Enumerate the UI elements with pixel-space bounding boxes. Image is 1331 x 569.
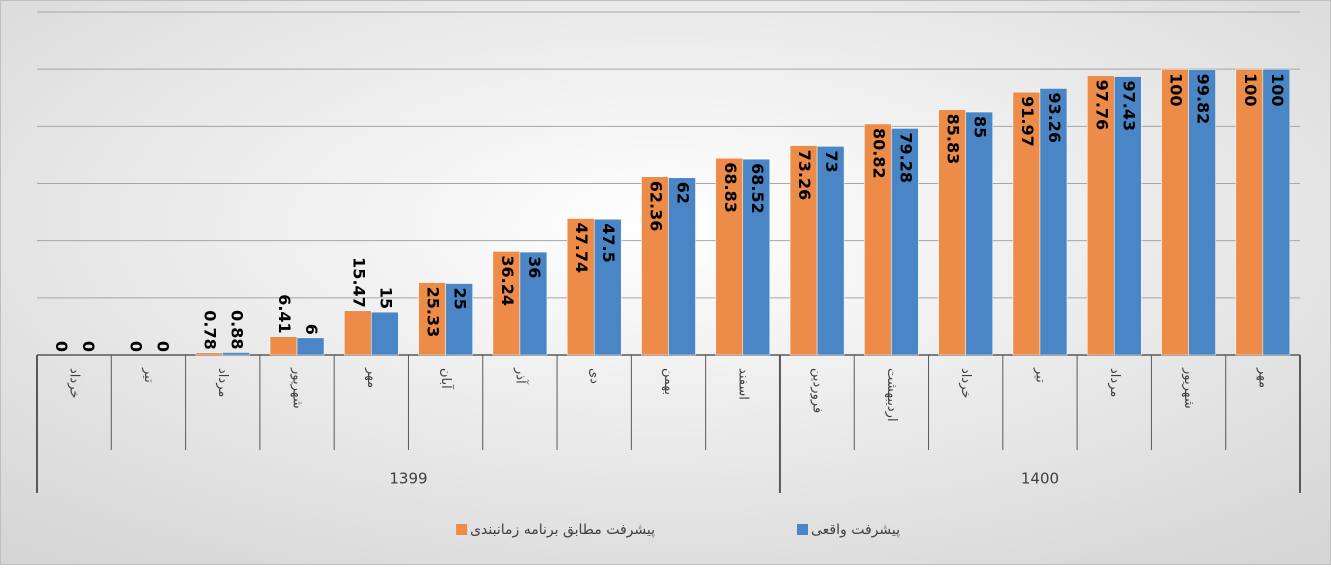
bar — [222, 352, 250, 356]
data-label: 73 — [822, 150, 841, 172]
bar — [1235, 68, 1264, 356]
data-label: 0 — [126, 341, 145, 352]
data-label: 15 — [376, 287, 395, 309]
data-label: 91.97 — [1018, 96, 1037, 147]
x-tick-label: بهمن — [661, 368, 676, 395]
x-tick-label: تیر — [1032, 367, 1047, 383]
bar — [965, 111, 993, 356]
data-label: 100 — [1167, 73, 1186, 106]
bar — [668, 177, 696, 356]
bar — [1012, 91, 1041, 356]
x-tick-label: اسفند — [735, 368, 750, 400]
x-tick-label: مرداد — [1107, 368, 1122, 397]
bar — [1188, 69, 1216, 356]
bar — [938, 109, 966, 356]
x-tick-label: دی — [587, 368, 602, 384]
x-tick-label: اردیبهشت — [884, 368, 899, 422]
bar — [789, 145, 818, 356]
data-label: 68.52 — [748, 163, 767, 214]
bar — [593, 218, 622, 356]
data-label: 99.82 — [1194, 74, 1213, 125]
data-label: 97.76 — [1092, 80, 1111, 131]
x-tick-label: مهر — [364, 367, 379, 388]
x-tick-label: مهر — [1255, 367, 1270, 388]
data-label: 0 — [153, 341, 172, 352]
bar — [641, 176, 669, 356]
x-tick-label: شهریور — [290, 367, 305, 409]
data-label: 62 — [674, 182, 693, 204]
bar — [1262, 68, 1291, 356]
x-tick-label: آذر — [512, 367, 529, 385]
data-label: 47.5 — [599, 223, 618, 262]
data-label: 73.26 — [795, 150, 814, 201]
bar — [566, 218, 595, 356]
legend-swatch — [797, 524, 808, 535]
group-label: 1400 — [1021, 470, 1059, 488]
data-label: 47.74 — [572, 223, 591, 274]
data-label: 0 — [79, 341, 98, 352]
x-tick-label: مرداد — [215, 368, 230, 397]
bar — [418, 282, 446, 356]
data-label: 36 — [525, 256, 544, 278]
data-label: 36.24 — [498, 255, 517, 306]
legend-label: پیشرفت مطابق برنامه زمانبندی — [470, 522, 655, 538]
bar — [371, 311, 399, 356]
data-label: 15.47 — [349, 257, 368, 308]
bar — [195, 352, 223, 356]
bar — [816, 146, 845, 356]
bar — [492, 251, 521, 356]
x-tick-label: آبان — [438, 368, 455, 390]
data-label: 25.33 — [424, 287, 443, 338]
data-label: 0.88 — [228, 310, 247, 349]
bar — [519, 251, 548, 356]
x-tick-label: فروردین — [810, 368, 825, 413]
data-label: 79.28 — [896, 132, 915, 183]
bar — [445, 283, 473, 356]
data-label: 85.83 — [944, 114, 963, 165]
legend-swatch — [456, 524, 468, 535]
data-label: 93.26 — [1045, 92, 1064, 143]
data-label: 100 — [1241, 73, 1260, 106]
data-label: 0 — [52, 341, 71, 352]
data-label: 68.83 — [721, 162, 740, 213]
x-tick-label: تیر — [141, 367, 156, 383]
x-tick-label: شهریور — [1181, 367, 1196, 409]
data-label: 0.78 — [201, 310, 220, 349]
bar — [891, 128, 919, 356]
data-label: 85 — [971, 116, 990, 138]
x-tick-label: خرداد — [67, 368, 82, 398]
data-label: 97.43 — [1119, 81, 1138, 132]
data-label: 25 — [451, 288, 470, 310]
bar — [344, 310, 372, 356]
data-label: 100 — [1268, 73, 1287, 106]
bar — [1161, 68, 1189, 356]
legend-label: پیشرفت واقعی — [811, 522, 900, 538]
bar — [269, 336, 298, 356]
bar — [864, 123, 892, 356]
bar — [1114, 76, 1142, 356]
bar — [1039, 88, 1068, 356]
data-label: 80.82 — [869, 128, 888, 179]
data-label: 6 — [302, 324, 321, 335]
x-tick-label: خرداد — [958, 368, 973, 398]
group-label: 1399 — [389, 470, 427, 488]
bar — [742, 158, 771, 356]
bar — [296, 337, 325, 356]
bar — [1087, 75, 1115, 356]
data-label: 62.36 — [647, 181, 666, 232]
data-label: 6.41 — [275, 294, 294, 333]
bar — [715, 158, 744, 356]
